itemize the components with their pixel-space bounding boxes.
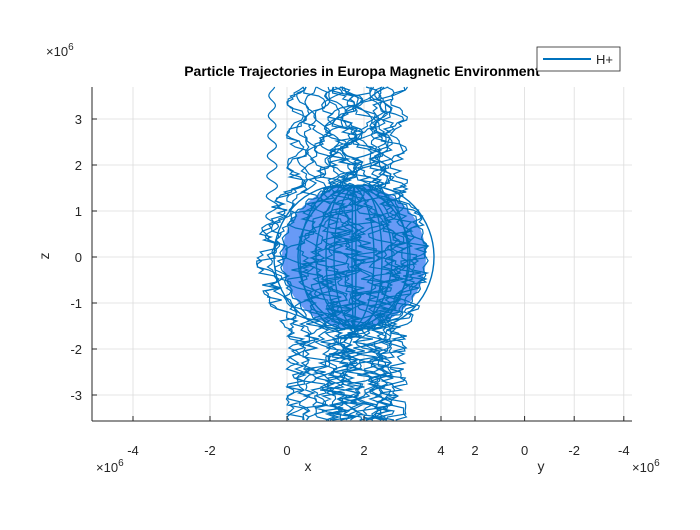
z-tick-label: -2 <box>70 342 82 357</box>
trajectory-line <box>266 86 311 421</box>
y-tick-label: -4 <box>618 443 630 458</box>
z-tick-label: 1 <box>75 204 82 219</box>
x-axis-title: x <box>305 458 312 474</box>
trajectory-spiral <box>264 86 288 258</box>
y-tick-label: -2 <box>568 443 580 458</box>
y-axis-title: y <box>538 458 545 474</box>
trajectory-line <box>296 86 332 421</box>
trajectory-line <box>376 86 429 421</box>
y-tick-label: 0 <box>521 443 528 458</box>
legend: H+ <box>536 46 621 72</box>
x-tick-label: 0 <box>283 443 290 458</box>
trajectory-line <box>341 86 367 421</box>
x-exponent: ×106 <box>96 458 124 475</box>
trajectory-arc <box>325 184 375 330</box>
y-tick-labels: 2 0 -2 -4 <box>471 416 630 458</box>
trajectory-line <box>367 86 399 421</box>
z-tick-label: -3 <box>70 388 82 403</box>
z-tick-labels: 3 2 1 0 -1 -2 -3 <box>70 112 97 403</box>
z-tick-label: -1 <box>70 296 82 311</box>
x-tick-label: -4 <box>127 443 139 458</box>
x-tick-label: 2 <box>360 443 367 458</box>
trajectory-line <box>256 86 307 421</box>
chart-title: Particle Trajectories in Europa Magnetic… <box>184 63 540 79</box>
trajectory-line <box>354 86 386 421</box>
legend-label-h-plus: H+ <box>596 52 613 67</box>
x-tick-label: -2 <box>204 443 216 458</box>
trajectories <box>256 86 435 421</box>
x-tick-labels: -4 -2 0 2 4 <box>127 416 445 458</box>
z-exponent: ×106 <box>46 42 74 59</box>
x-tick-label: 4 <box>437 443 444 458</box>
trajectory-line <box>341 86 363 421</box>
trajectory-line <box>316 86 349 421</box>
axes-frame <box>91 87 632 422</box>
trajectory-line <box>370 86 418 421</box>
z-axis-title: z <box>36 253 52 260</box>
y-tick-label: 2 <box>471 443 478 458</box>
trajectory-line <box>355 86 395 421</box>
z-tick-label: 3 <box>75 112 82 127</box>
y-exponent: ×106 <box>632 458 660 475</box>
trajectory-line <box>256 86 306 420</box>
z-tick-label: 2 <box>75 158 82 173</box>
z-tick-label: 0 <box>75 250 82 265</box>
trajectory-line <box>346 86 378 421</box>
